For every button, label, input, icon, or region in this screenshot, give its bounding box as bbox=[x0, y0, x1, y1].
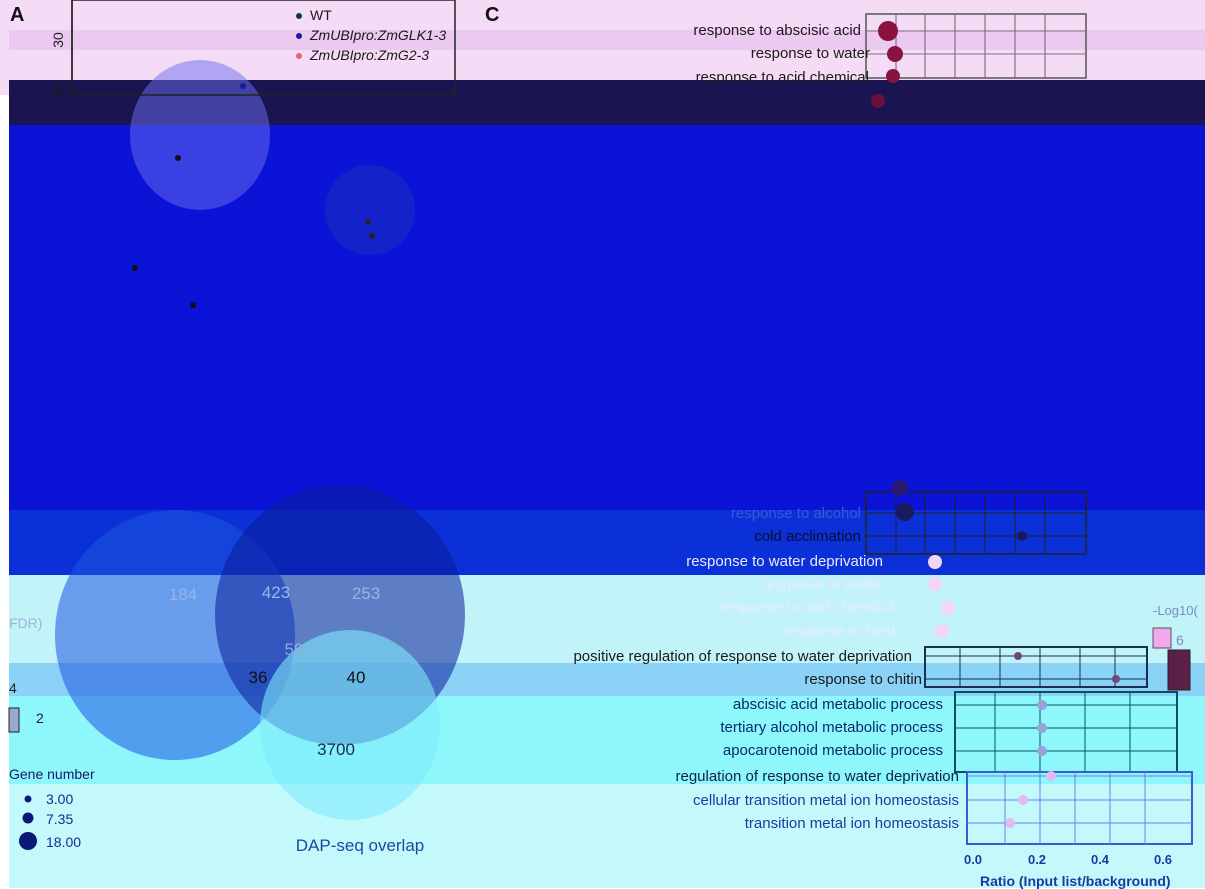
go-term: regulation of response to water deprivat… bbox=[675, 768, 959, 785]
fdr-legend-title: -Log10( bbox=[1153, 603, 1198, 618]
pca-y-tick-30: 30 bbox=[49, 32, 66, 48]
go-dot bbox=[896, 503, 914, 521]
go-dot bbox=[928, 555, 942, 569]
go-dot bbox=[887, 46, 903, 62]
go-dot bbox=[886, 69, 900, 83]
fdr-legend-bar bbox=[1167, 649, 1191, 691]
venn-value: 59 bbox=[284, 640, 304, 659]
venn-value: 423 bbox=[261, 583, 291, 602]
go-dot bbox=[941, 601, 955, 615]
venn-circle-bottom bbox=[260, 630, 440, 820]
go-dot bbox=[1014, 652, 1022, 660]
go-grid-middle bbox=[865, 491, 1087, 555]
go-dot bbox=[1017, 531, 1027, 541]
fdr-legend-swatch-left bbox=[8, 707, 20, 733]
venn-value: 253 bbox=[351, 584, 381, 603]
go-term: response to water deprivation bbox=[686, 553, 883, 570]
band-lightcyan-2 bbox=[9, 784, 1205, 888]
go-term: response to acid chemical bbox=[695, 69, 869, 86]
go-term: positive regulation of response to water… bbox=[573, 648, 912, 665]
go-term: apocarotenoid metabolic process bbox=[722, 742, 943, 759]
pca-legend-glk1: ZmUBIpro:ZmGLK1-3 bbox=[296, 27, 446, 43]
fdr-legend-swatch bbox=[1152, 627, 1172, 649]
go-term: response to water bbox=[750, 45, 870, 62]
pca-point bbox=[365, 219, 371, 225]
fdr-axis-label: FDR) bbox=[9, 615, 43, 631]
go-term: response to water bbox=[761, 576, 881, 593]
band-pink-2 bbox=[9, 30, 1205, 50]
go-dot bbox=[1037, 723, 1047, 733]
go-grid-c4 bbox=[954, 691, 1178, 773]
pca-point bbox=[369, 233, 375, 239]
go-dot bbox=[1037, 700, 1047, 710]
go-dot bbox=[1037, 746, 1047, 756]
panel-letter-c: C bbox=[485, 4, 500, 26]
venn-value: 40 bbox=[346, 668, 366, 687]
go-dot bbox=[1018, 795, 1028, 805]
go-dot bbox=[1046, 771, 1056, 781]
fdr-legend-num4: 4 bbox=[9, 680, 17, 696]
venn-value: 184 bbox=[168, 585, 198, 604]
go-term: abscisic acid metabolic process bbox=[732, 696, 943, 713]
go-dot bbox=[928, 577, 942, 591]
pca-legend-wt: WT bbox=[296, 7, 332, 23]
x-tick: 0.0 bbox=[963, 852, 983, 867]
go-term: response to alcohol bbox=[730, 505, 861, 522]
go-dot bbox=[878, 21, 898, 41]
gene-number-title: Gene number bbox=[9, 766, 95, 782]
go-dot bbox=[935, 624, 949, 638]
go-term: response to chitin bbox=[804, 671, 922, 688]
fdr-legend-low: 2 bbox=[36, 710, 44, 726]
gene-number-dot-small bbox=[24, 795, 32, 803]
venn-value: 3700 bbox=[317, 740, 355, 759]
venn-value: 36 bbox=[248, 668, 268, 687]
legend-dot-glk1 bbox=[296, 33, 302, 40]
go-grid-c5 bbox=[966, 771, 1193, 845]
gene-number-value: 3.00 bbox=[46, 791, 74, 807]
x-tick: 0.4 bbox=[1090, 852, 1110, 867]
pca-y-tick-20: 20 bbox=[49, 82, 66, 98]
x-axis-label: Ratio (Input list/background) bbox=[980, 873, 1171, 889]
gene-number-dot-large bbox=[19, 832, 37, 850]
gene-number-value: 18.00 bbox=[46, 834, 82, 850]
go-term: cellular transition metal ion homeostasi… bbox=[693, 792, 959, 809]
venn-label: DAP-seq overlap bbox=[295, 836, 425, 855]
gene-number-value: 7.35 bbox=[46, 811, 74, 827]
go-grid-c3 bbox=[924, 646, 1148, 688]
go-term: tertiary alcohol metabolic process bbox=[720, 719, 943, 736]
pca-point bbox=[190, 302, 196, 308]
go-term: response to acid chemical bbox=[720, 599, 894, 616]
go-dot bbox=[892, 480, 908, 496]
pca-point bbox=[240, 83, 246, 89]
gene-number-dot-mid bbox=[22, 812, 34, 824]
pca-point bbox=[175, 155, 181, 161]
go-grid-top bbox=[865, 13, 1087, 79]
pca-point bbox=[132, 265, 138, 271]
legend-dot-wt bbox=[296, 13, 302, 20]
pca-ellipse-mid bbox=[325, 165, 415, 255]
go-term: transition metal ion homeostasis bbox=[744, 815, 959, 832]
go-dot bbox=[1005, 818, 1015, 828]
x-tick: 0.6 bbox=[1153, 852, 1173, 867]
go-term: response to abscisic acid bbox=[693, 22, 861, 39]
go-term: cold acclimation bbox=[754, 528, 861, 545]
pca-ellipse-upper bbox=[130, 60, 270, 210]
x-tick: 0.2 bbox=[1027, 852, 1047, 867]
panel-letter-a: A bbox=[10, 4, 25, 26]
go-dot bbox=[1112, 675, 1120, 683]
legend-dot-g2 bbox=[296, 53, 302, 60]
pca-legend-g2: ZmUBIpro:ZmG2-3 bbox=[296, 47, 429, 63]
go-term: response to heat bbox=[783, 623, 895, 640]
fdr-legend-value: 6 bbox=[1176, 632, 1184, 648]
go-dot bbox=[871, 94, 885, 108]
